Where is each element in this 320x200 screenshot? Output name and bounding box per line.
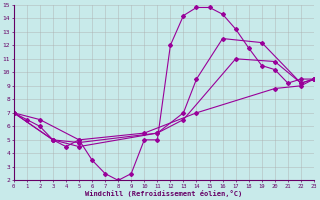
- X-axis label: Windchill (Refroidissement éolien,°C): Windchill (Refroidissement éolien,°C): [85, 190, 243, 197]
